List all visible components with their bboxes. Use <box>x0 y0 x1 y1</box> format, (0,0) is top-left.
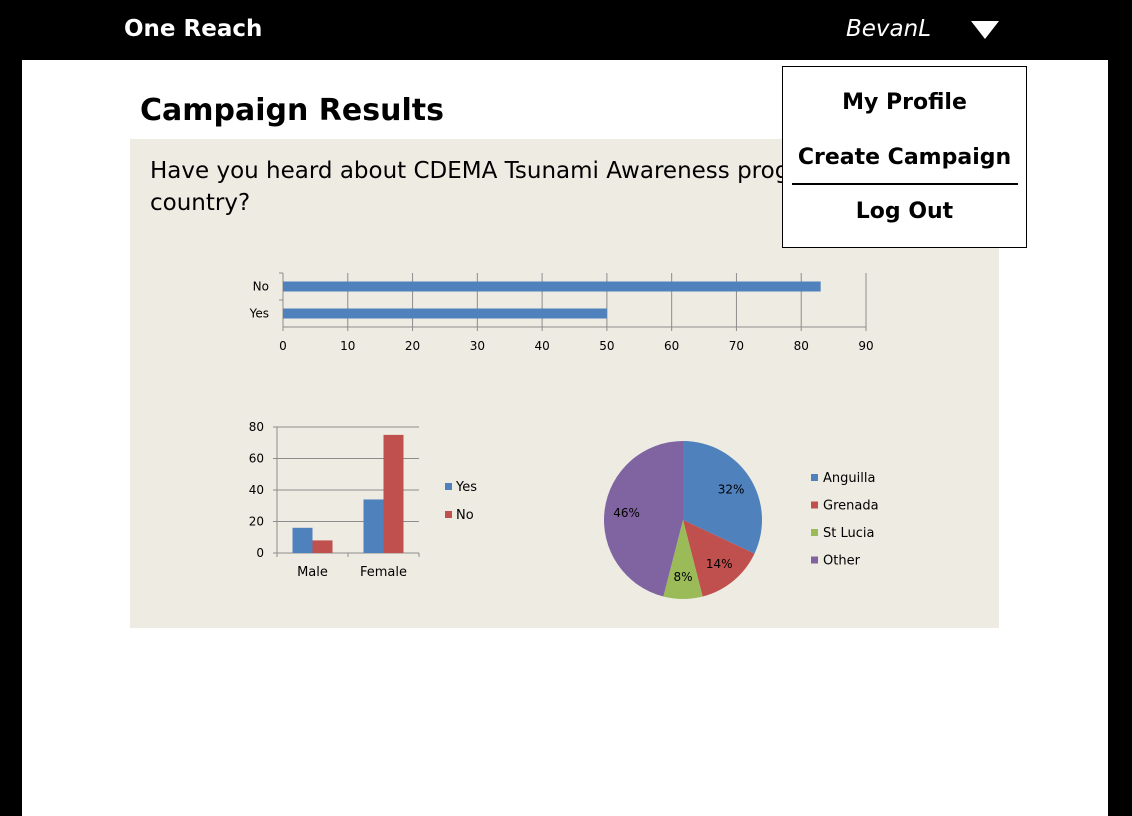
page-title: Campaign Results <box>140 93 444 128</box>
legend-label: Yes <box>455 480 477 495</box>
pie-slice-st-lucia <box>663 520 703 599</box>
bar-no-female <box>383 434 404 553</box>
y-tick-label: Yes <box>249 307 269 321</box>
y-tick-label: 20 <box>249 515 264 529</box>
legend-swatch <box>811 556 818 564</box>
bar-no-male <box>312 540 333 553</box>
legend-swatch <box>811 529 818 536</box>
my-profile-menu-item[interactable]: My Profile <box>842 90 967 115</box>
log-out-menu-item[interactable]: Log Out <box>855 199 954 224</box>
x-tick-label: 0 <box>279 339 287 353</box>
x-tick-label: 60 <box>664 339 679 353</box>
x-tick-label: 10 <box>340 339 355 353</box>
x-tick-label: 80 <box>794 339 809 353</box>
country-pie-chart: 32% 14% 8% 46% Anguilla Grenada St Lucia Other <box>604 441 879 599</box>
legend-label: No <box>456 508 474 523</box>
y-tick-label: 0 <box>256 546 264 560</box>
legend-swatch <box>811 474 818 481</box>
bar-no <box>283 281 821 292</box>
pie-slice-grenada <box>683 520 755 597</box>
x-tick-label: 30 <box>470 339 485 353</box>
username-label[interactable]: BevanL <box>846 16 932 42</box>
x-tick-label: 20 <box>405 339 420 353</box>
bar-yes <box>283 308 607 319</box>
bar-yes-female <box>363 499 384 553</box>
legend-label: Other <box>823 554 861 569</box>
y-tick-label: 40 <box>249 483 264 497</box>
pie-data-label: 46% <box>613 506 640 520</box>
x-tick-label: 40 <box>534 339 549 353</box>
x-tick-label: 50 <box>599 339 614 353</box>
y-tick-label: 60 <box>249 452 264 466</box>
x-tick-label: Female <box>360 565 407 580</box>
pie-data-label: 14% <box>706 557 733 571</box>
pie-data-label: 32% <box>718 483 745 497</box>
legend-swatch <box>811 501 818 509</box>
user-dropdown-menu: My Profile Create Campaign Log Out <box>782 66 1027 248</box>
gender-column-chart: 0 20 40 60 80 Male Female Yes No <box>249 420 477 580</box>
legend-label: Grenada <box>823 499 879 514</box>
caret-down-icon[interactable] <box>971 21 999 39</box>
y-tick-label: No <box>253 280 269 294</box>
pie-slice-anguilla <box>683 441 762 554</box>
top-bar: One Reach BevanL <box>0 0 1132 60</box>
legend-swatch <box>445 483 452 490</box>
legend-label: St Lucia <box>823 526 874 541</box>
y-tick-label: 80 <box>249 420 264 434</box>
legend-swatch <box>445 511 452 518</box>
bar-yes-male <box>292 527 313 553</box>
pie-slice-other <box>604 441 683 597</box>
x-tick-label: Male <box>297 565 328 580</box>
pie-data-label: 8% <box>673 570 692 584</box>
brand-logo[interactable]: One Reach <box>124 16 263 42</box>
x-tick-label: 90 <box>858 339 873 353</box>
menu-divider <box>792 183 1018 185</box>
answer-bar-chart: 0 10 20 30 40 50 60 70 80 90 No Yes <box>249 272 874 353</box>
create-campaign-menu-item[interactable]: Create Campaign <box>797 145 1012 170</box>
x-tick-label: 70 <box>729 339 744 353</box>
legend-label: Anguilla <box>823 471 875 486</box>
